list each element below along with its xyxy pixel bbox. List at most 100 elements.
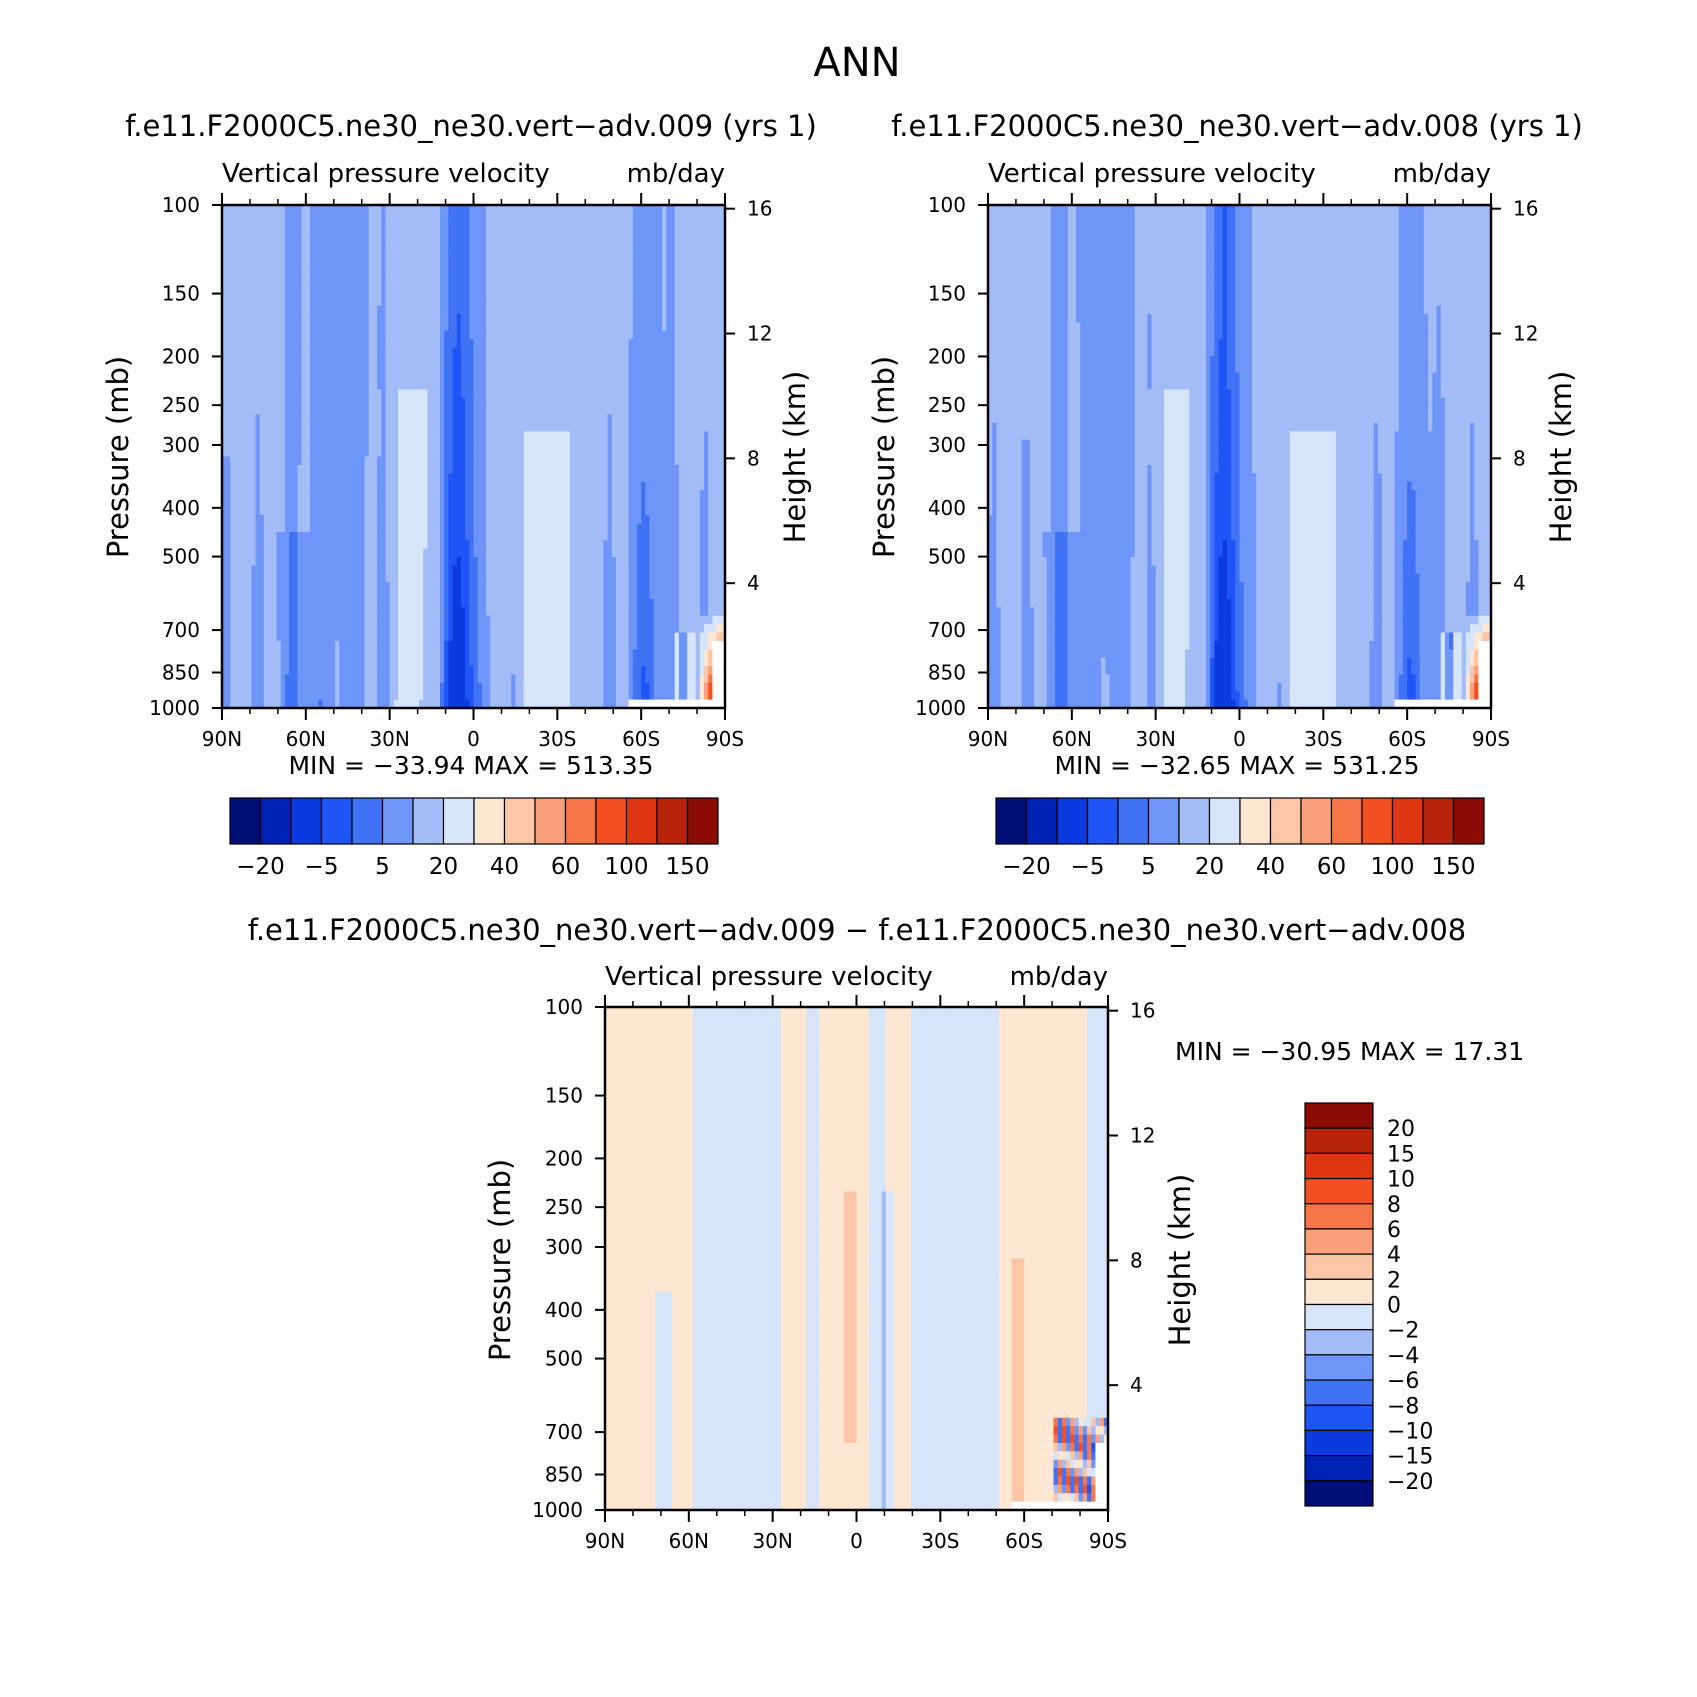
field-cell xyxy=(720,246,726,256)
field-cell xyxy=(351,540,357,550)
field-cell xyxy=(716,297,722,307)
field-cell xyxy=(678,305,684,315)
field-cell xyxy=(536,364,542,374)
field-cell xyxy=(393,406,399,416)
field-cell xyxy=(251,381,257,391)
field-cell xyxy=(293,506,299,516)
field-cell xyxy=(607,364,613,374)
field-cell xyxy=(683,464,688,474)
field-cell xyxy=(498,246,504,256)
field-cell xyxy=(481,238,487,248)
field-cell xyxy=(280,523,286,533)
field-cell xyxy=(502,531,508,541)
field-cell xyxy=(263,364,269,374)
field-cell xyxy=(511,213,517,223)
field-cell xyxy=(456,422,462,432)
field-cell xyxy=(226,548,231,558)
field-cell xyxy=(611,481,617,491)
field-cell xyxy=(406,406,412,416)
field-cell xyxy=(628,540,634,550)
field-cell xyxy=(452,540,458,550)
field-cell xyxy=(582,473,588,483)
field-cell xyxy=(473,263,479,273)
field-cell xyxy=(259,490,265,500)
field-cell xyxy=(595,481,600,491)
field-cell xyxy=(465,238,470,248)
field-cell xyxy=(595,397,600,407)
field-cell xyxy=(377,305,382,315)
field-cell xyxy=(477,230,483,240)
field-cell xyxy=(360,439,366,449)
field-cell xyxy=(318,246,324,256)
field-cell xyxy=(704,389,709,399)
field-cell xyxy=(641,288,646,298)
field-cell xyxy=(519,422,525,432)
field-cell xyxy=(423,464,428,474)
field-cell xyxy=(406,213,412,223)
field-cell xyxy=(280,490,286,500)
field-cell xyxy=(532,531,537,541)
field-cell xyxy=(465,305,470,315)
field-cell xyxy=(410,347,416,357)
field-cell xyxy=(645,221,651,231)
field-cell xyxy=(628,288,634,298)
field-cell xyxy=(620,221,625,231)
field-cell xyxy=(674,406,680,416)
field-cell xyxy=(226,439,231,449)
field-cell xyxy=(624,473,630,483)
field-cell xyxy=(477,406,483,416)
field-cell xyxy=(494,531,500,541)
field-cell xyxy=(486,515,491,525)
field-cell xyxy=(305,322,311,332)
field-cell xyxy=(708,246,714,256)
field-cell xyxy=(574,238,579,248)
field-cell xyxy=(368,221,374,231)
field-cell xyxy=(636,255,642,265)
field-cell xyxy=(255,397,261,407)
field-cell xyxy=(540,389,546,399)
field-cell xyxy=(347,288,353,298)
field-cell xyxy=(511,372,517,382)
field-cell xyxy=(263,397,269,407)
field-cell xyxy=(691,322,697,332)
field-cell xyxy=(465,263,470,273)
field-cell xyxy=(582,305,588,315)
field-cell xyxy=(603,448,609,458)
field-cell xyxy=(704,523,709,533)
field-cell xyxy=(607,406,613,416)
field-cell xyxy=(255,263,261,273)
field-cell xyxy=(419,439,424,449)
field-cell xyxy=(377,498,382,508)
field-cell xyxy=(448,389,454,399)
field-cell xyxy=(419,263,424,273)
field-cell xyxy=(318,422,324,432)
field-cell xyxy=(255,448,261,458)
field-cell xyxy=(414,414,420,424)
field-cell xyxy=(326,490,332,500)
field-cell xyxy=(343,481,349,491)
field-cell xyxy=(263,414,269,424)
field-cell xyxy=(318,381,324,391)
field-cell xyxy=(653,498,659,508)
field-cell xyxy=(448,238,454,248)
field-cell xyxy=(356,523,361,533)
field-cell xyxy=(255,473,261,483)
field-cell xyxy=(410,431,416,441)
field-cell xyxy=(339,313,345,323)
field-cell xyxy=(507,523,512,533)
field-cell xyxy=(586,230,592,240)
field-cell xyxy=(699,347,705,357)
field-cell xyxy=(649,305,655,315)
field-cell xyxy=(507,540,512,550)
field-cell xyxy=(330,297,336,307)
field-cell xyxy=(624,456,630,466)
field-cell xyxy=(414,506,420,516)
field-cell xyxy=(242,464,248,474)
field-cell xyxy=(607,490,613,500)
field-cell xyxy=(255,515,261,525)
field-cell xyxy=(284,213,290,223)
field-cell xyxy=(385,330,391,340)
field-cell xyxy=(318,339,324,349)
field-cell xyxy=(368,381,374,391)
field-cell xyxy=(515,540,521,550)
